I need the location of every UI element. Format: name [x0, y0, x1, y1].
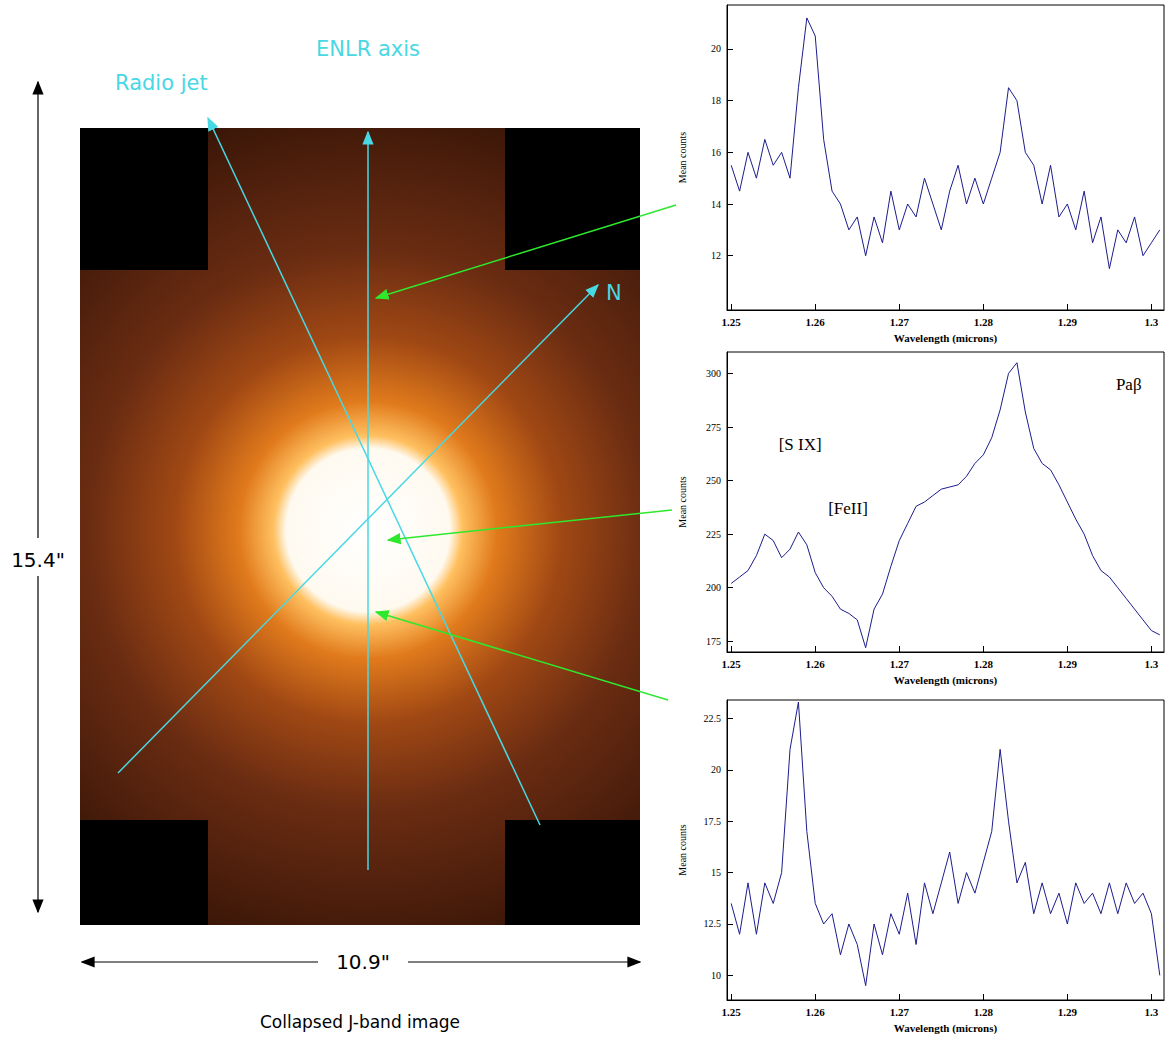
svg-text:1.3: 1.3	[1145, 658, 1159, 670]
svg-text:250: 250	[706, 475, 721, 486]
svg-text:1.27: 1.27	[890, 658, 910, 670]
svg-text:Wavelength (microns): Wavelength (microns)	[894, 332, 998, 345]
svg-text:1.3: 1.3	[1145, 1006, 1159, 1018]
svg-text:Radio jet: Radio jet	[115, 71, 208, 95]
svg-text:[S IX]: [S IX]	[779, 435, 822, 454]
svg-text:Mean counts: Mean counts	[677, 476, 688, 527]
svg-text:Collapsed J-band image: Collapsed J-band image	[260, 1012, 460, 1032]
svg-text:Wavelength (microns): Wavelength (microns)	[894, 674, 998, 687]
svg-text:175: 175	[706, 636, 721, 647]
svg-text:1.27: 1.27	[890, 316, 910, 328]
svg-text:1.29: 1.29	[1058, 658, 1078, 670]
svg-text:22.5: 22.5	[704, 713, 722, 724]
svg-text:N: N	[606, 281, 622, 305]
svg-text:1.29: 1.29	[1058, 316, 1078, 328]
svg-text:15: 15	[711, 867, 721, 878]
svg-text:12.5: 12.5	[704, 918, 722, 929]
svg-text:1.25: 1.25	[722, 316, 742, 328]
svg-text:1.28: 1.28	[974, 658, 994, 670]
svg-text:200: 200	[706, 582, 721, 593]
svg-text:1.26: 1.26	[806, 658, 826, 670]
svg-text:15.4": 15.4"	[11, 548, 65, 572]
svg-text:1.25: 1.25	[722, 658, 742, 670]
svg-text:1.25: 1.25	[722, 1006, 742, 1018]
svg-text:1.26: 1.26	[806, 1006, 826, 1018]
svg-text:275: 275	[706, 422, 721, 433]
svg-text:300: 300	[706, 368, 721, 379]
svg-text:225: 225	[706, 529, 721, 540]
svg-text:14: 14	[711, 199, 721, 210]
svg-text:Paβ: Paβ	[1116, 375, 1142, 394]
svg-text:Mean counts: Mean counts	[677, 132, 688, 183]
svg-text:12: 12	[711, 250, 721, 261]
svg-text:1.3: 1.3	[1145, 316, 1159, 328]
svg-text:16: 16	[711, 147, 721, 158]
svg-text:18: 18	[711, 95, 721, 106]
svg-text:1.27: 1.27	[890, 1006, 910, 1018]
svg-text:Mean counts: Mean counts	[677, 824, 688, 875]
svg-text:1.26: 1.26	[806, 316, 826, 328]
svg-text:20: 20	[711, 764, 721, 775]
svg-text:17.5: 17.5	[704, 816, 722, 827]
svg-text:ENLR axis: ENLR axis	[316, 37, 420, 61]
svg-text:10: 10	[711, 970, 721, 981]
svg-text:20: 20	[711, 43, 721, 54]
svg-text:1.29: 1.29	[1058, 1006, 1078, 1018]
svg-text:1.28: 1.28	[974, 316, 994, 328]
svg-text:[FeII]: [FeII]	[828, 499, 868, 518]
svg-text:10.9": 10.9"	[336, 950, 390, 974]
svg-text:Wavelength (microns): Wavelength (microns)	[894, 1022, 998, 1035]
svg-text:1.28: 1.28	[974, 1006, 994, 1018]
